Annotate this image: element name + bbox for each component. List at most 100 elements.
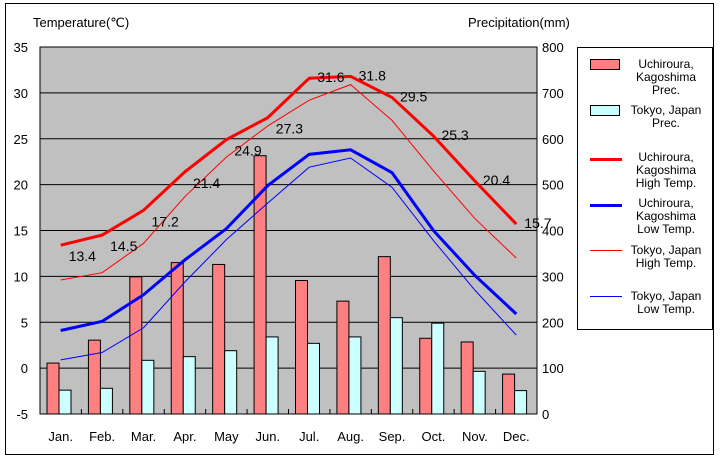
temp-line [60, 157, 517, 361]
legend-line-text: Uchiroura, [638, 57, 694, 71]
month-label: Jul. [299, 429, 319, 444]
precip-bar [170, 262, 184, 415]
legend-line [590, 204, 622, 207]
month-label: Mar. [131, 429, 156, 444]
legend-swatch [590, 59, 620, 70]
precip-bar [212, 263, 226, 415]
prec-tick-label: 0 [542, 407, 549, 422]
legend-text: Uchiroura, Kagoshima Low Temp. [622, 197, 710, 236]
prec-tick-label: 300 [542, 269, 564, 284]
legend-line-text: High Temp. [635, 256, 697, 270]
data-label: 31.6 [317, 69, 344, 85]
prec-tick-label: 400 [542, 224, 564, 239]
temp-line [60, 84, 517, 281]
legend-line-text: Uchiroura, [638, 150, 694, 164]
legend-line [590, 296, 622, 297]
legend-line-text: Tokyo, Japan [630, 103, 702, 117]
precip-bar [389, 317, 403, 415]
legend-line-text: Tokyo, Japan [630, 289, 702, 303]
precip-bar [419, 337, 433, 415]
precip-bar [460, 341, 474, 415]
precip-bar [87, 339, 101, 415]
precip-bar [502, 373, 516, 415]
data-label: 27.3 [276, 121, 303, 137]
precip-bar [58, 389, 72, 415]
prec-tick-label: 100 [542, 361, 564, 376]
legend-text: Uchiroura, Kagoshima Prec. [622, 58, 710, 97]
temp-tick-label: 5 [21, 315, 28, 330]
legend: Uchiroura, Kagoshima Prec. Tokyo, Japan Prec… [577, 47, 713, 330]
legend-line-text: Uchiroura, [638, 196, 694, 210]
month-label: Oct. [422, 429, 446, 444]
temp-tick-label: 35 [14, 40, 28, 55]
data-label: 24.9 [234, 143, 261, 159]
precip-bar [129, 276, 143, 415]
legend-text: Tokyo, Japan Prec. [622, 104, 710, 130]
legend-line-text: Kagoshima [635, 70, 697, 84]
legend-line-text: Kagoshima [635, 163, 697, 177]
data-label: 17.2 [152, 213, 179, 229]
month-label: Sep. [379, 429, 406, 444]
month-label: Apr. [173, 429, 196, 444]
precip-bar [253, 155, 267, 415]
legend-line [590, 250, 622, 251]
data-label: 13.4 [69, 248, 96, 264]
legend-swatch [590, 105, 620, 116]
month-label: Nov. [462, 429, 488, 444]
left-axis-label: Temperature(℃) [33, 15, 130, 30]
precip-bar [182, 356, 196, 415]
temp-tick-label: 15 [14, 224, 28, 239]
chart-frame [5, 3, 714, 455]
data-label: 14.5 [110, 238, 137, 254]
prec-tick-label: 800 [542, 40, 564, 55]
precip-bar [348, 336, 362, 415]
data-label: 21.4 [193, 175, 220, 191]
precip-bar [265, 336, 279, 415]
data-label: 20.4 [483, 172, 510, 188]
temp-tick-label: 30 [14, 86, 28, 101]
prec-tick-label: 200 [542, 315, 564, 330]
month-label: Feb. [89, 429, 115, 444]
precip-bar [472, 370, 486, 415]
legend-line-text: Prec. [651, 83, 680, 97]
right-axis-label: Precipitation(mm) [468, 15, 570, 30]
temp-tick-label: -5 [16, 407, 28, 422]
precip-bar [514, 390, 528, 415]
precip-bar [46, 362, 60, 415]
data-label: 25.3 [441, 127, 468, 143]
temp-line [60, 74, 518, 247]
legend-text: Uchiroura, Kagoshima High Temp. [622, 151, 710, 190]
precip-bar [307, 342, 320, 415]
temp-line [60, 148, 518, 332]
month-label: Jun. [256, 429, 281, 444]
precip-bar [431, 322, 445, 415]
legend-line-text: Kagoshima [635, 209, 697, 223]
legend-line-text: Tokyo, Japan [630, 243, 702, 257]
precip-bar [141, 359, 155, 415]
legend-text: Tokyo, Japan High Temp. [622, 244, 710, 270]
legend-line-text: High Temp. [635, 176, 697, 190]
prec-tick-label: 500 [542, 178, 564, 193]
temp-tick-label: 25 [14, 132, 28, 147]
month-label: Jan. [48, 429, 73, 444]
temp-tick-label: 10 [14, 269, 28, 284]
month-label: Dec. [503, 429, 530, 444]
temp-tick-label: 20 [14, 178, 28, 193]
precip-bar [99, 387, 113, 415]
precip-bar [295, 280, 308, 415]
legend-line-text: Low Temp. [637, 302, 695, 316]
legend-text: Tokyo, Japan Low Temp. [622, 290, 710, 316]
legend-line [590, 158, 622, 161]
prec-tick-label: 600 [542, 132, 564, 147]
month-label: May [214, 429, 239, 444]
month-label: Aug. [337, 429, 364, 444]
data-label: 31.8 [359, 67, 386, 83]
prec-tick-label: 700 [542, 86, 564, 101]
precip-bar [377, 256, 391, 415]
legend-line-text: Low Temp. [637, 222, 695, 236]
precip-bar [224, 350, 238, 415]
precip-bar [336, 300, 350, 415]
data-label: 15.7 [524, 215, 551, 231]
